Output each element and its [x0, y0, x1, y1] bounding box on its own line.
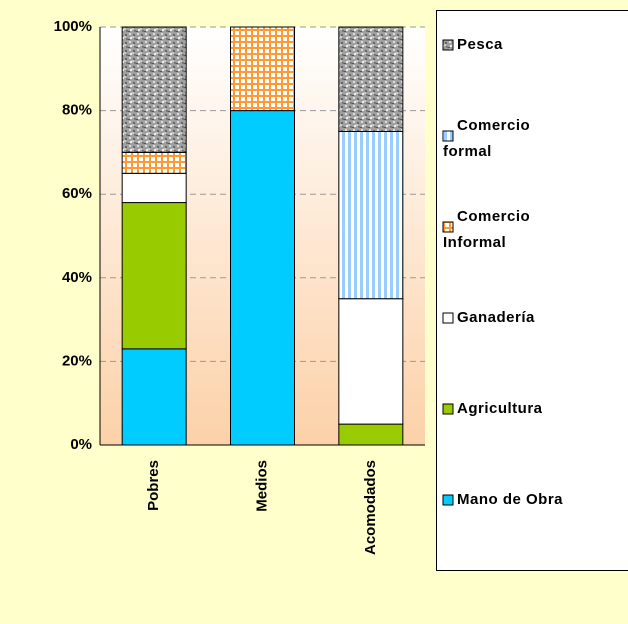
- bar-segment: [338, 26, 404, 132]
- bar-segment: [121, 172, 187, 204]
- bar-segment: [338, 131, 404, 300]
- bar-segment: [338, 423, 404, 446]
- bar-segment: [338, 298, 404, 425]
- y-tick-label: 20%: [62, 352, 92, 369]
- y-tick-label: 40%: [62, 269, 92, 286]
- y-tick-label: 100%: [54, 18, 92, 35]
- legend-box: [436, 10, 628, 571]
- legend-label: Agricultura: [457, 400, 543, 417]
- x-tick-label: Acomodados: [362, 460, 379, 555]
- bar-segment: [121, 151, 187, 174]
- y-tick-label: 0%: [70, 436, 92, 453]
- bar-segment: [230, 26, 295, 112]
- bar-segment: [121, 348, 187, 446]
- legend-label: Pesca: [457, 36, 503, 53]
- legend-swatch: [442, 494, 454, 506]
- bar-segment: [121, 202, 187, 350]
- legend-swatch: [442, 130, 454, 142]
- legend-label: Ganadería: [457, 309, 535, 326]
- legend-label: Comercio Informal: [443, 208, 530, 251]
- y-tick-label: 60%: [62, 185, 92, 202]
- y-tick-label: 80%: [62, 102, 92, 119]
- legend-swatch: [442, 403, 454, 415]
- legend-label: Comercio formal: [443, 117, 530, 160]
- bar-segment: [121, 26, 187, 153]
- legend-swatch: [442, 312, 454, 324]
- x-tick-label: Medios: [253, 460, 270, 512]
- legend-label: Mano de Obra: [457, 491, 563, 508]
- legend-swatch: [442, 221, 454, 233]
- bar-segment: [230, 110, 295, 446]
- legend-swatch: [442, 39, 454, 51]
- x-tick-label: Pobres: [145, 460, 162, 511]
